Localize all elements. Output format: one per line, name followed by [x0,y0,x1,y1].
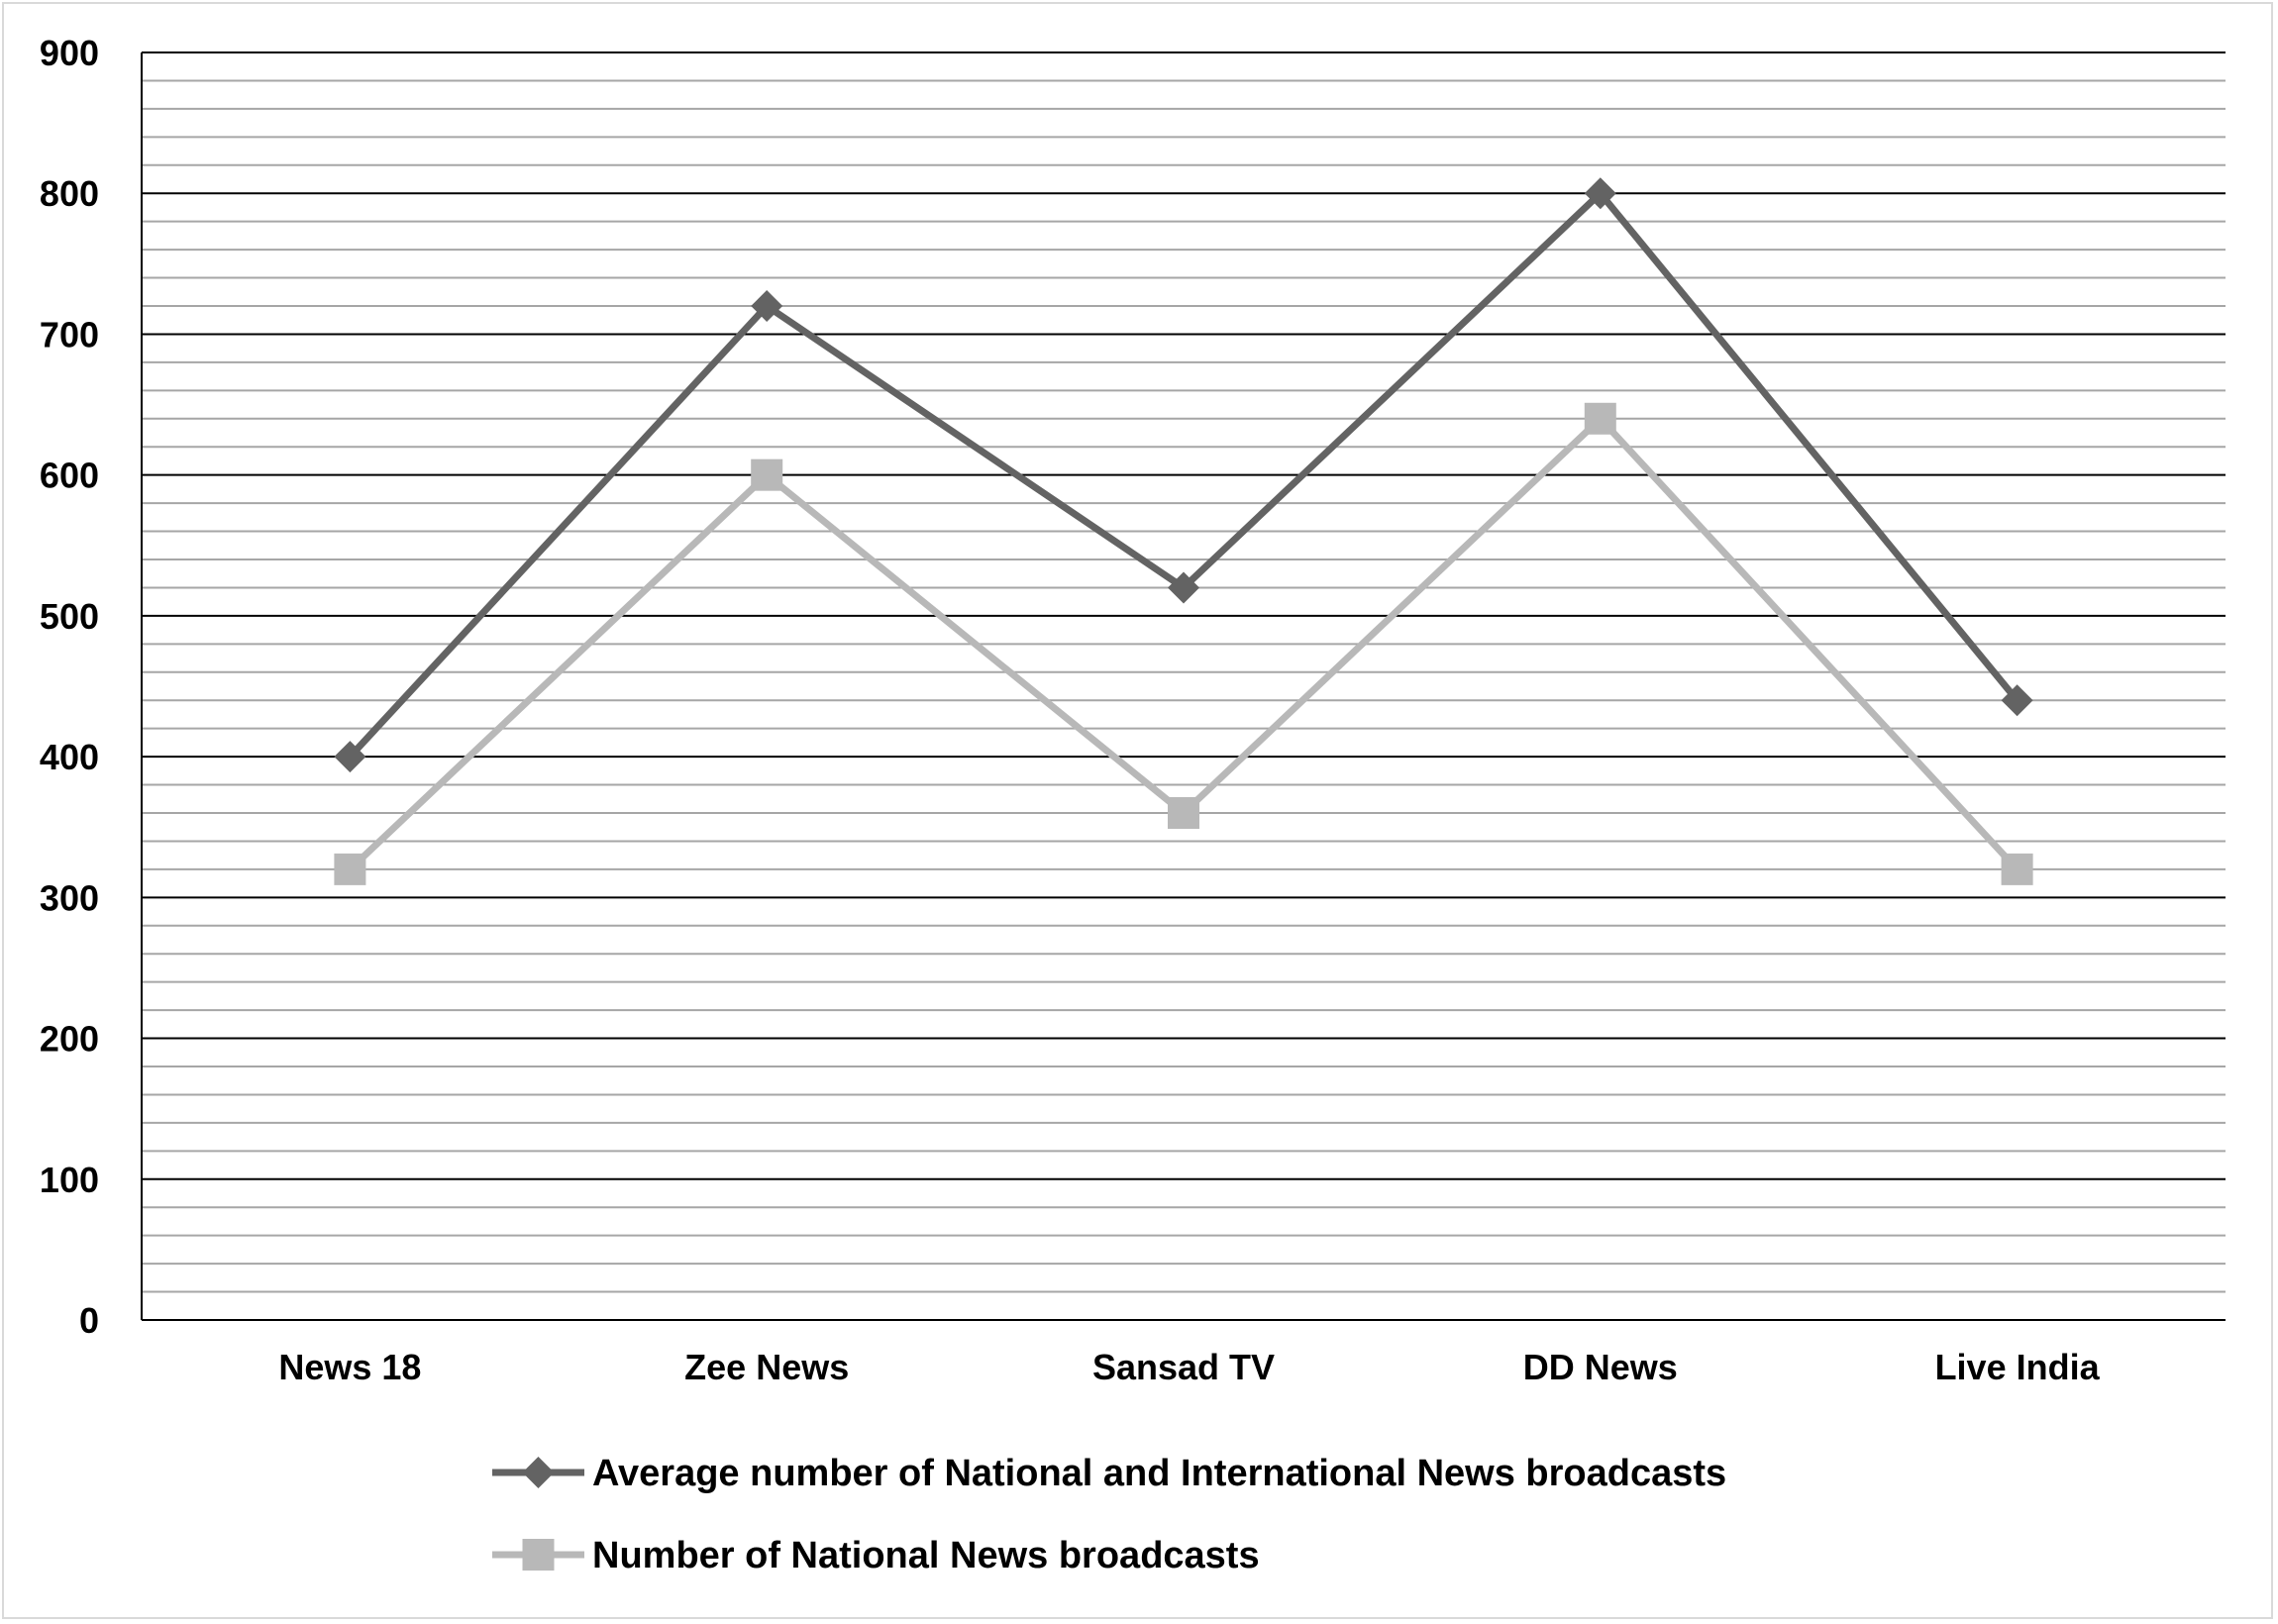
diamond-point [334,741,366,773]
legend-label: Average number of National and Internati… [592,1453,1726,1494]
y-axis-tick-labels: 0 100 200 300 400 500 600 700 800 900 [40,33,99,1341]
diamond-point [2001,684,2033,717]
legend-item-2: Number of National News broadcasts [492,1535,1260,1576]
legend-label: Number of National News broadcasts [592,1535,1260,1576]
x-tick-label: News 18 [278,1347,421,1387]
diamond-point [1584,177,1616,210]
x-tick-label: Live India [1935,1347,2101,1387]
minor-gridlines [142,79,2226,1293]
legend-item-1: Average number of National and Internati… [492,1453,1726,1494]
y-tick-label: 300 [40,877,99,918]
x-tick-label: Zee News [684,1347,849,1387]
legend-diamond-icon [522,1457,555,1488]
diamond-point [751,290,783,322]
y-tick-label: 400 [40,737,99,777]
series-2 [334,402,2033,885]
square-point [1584,402,1616,435]
axes [141,52,2226,1321]
y-tick-label: 900 [40,33,99,73]
square-point [2001,853,2033,885]
legend: Average number of National and Internati… [492,1453,1726,1576]
x-axis-tick-labels: News 18 Zee News Sansad TV DD News Live Indi… [278,1347,2100,1387]
square-point [334,853,366,885]
y-tick-label: 0 [79,1300,99,1341]
x-tick-label: DD News [1523,1347,1678,1387]
series-layer [334,177,2033,885]
legend-square-icon [522,1539,555,1571]
y-tick-label: 800 [40,173,99,214]
x-tick-label: Sansad TV [1092,1347,1275,1387]
y-tick-label: 700 [40,314,99,355]
square-point [751,458,783,491]
series-1 [334,177,2033,773]
y-tick-label: 200 [40,1019,99,1060]
major-gridlines [142,51,2226,1180]
y-tick-label: 100 [40,1160,99,1200]
square-point [1168,797,1199,829]
y-tick-label: 500 [40,596,99,637]
y-tick-label: 600 [40,456,99,496]
diamond-point [1168,571,1199,604]
